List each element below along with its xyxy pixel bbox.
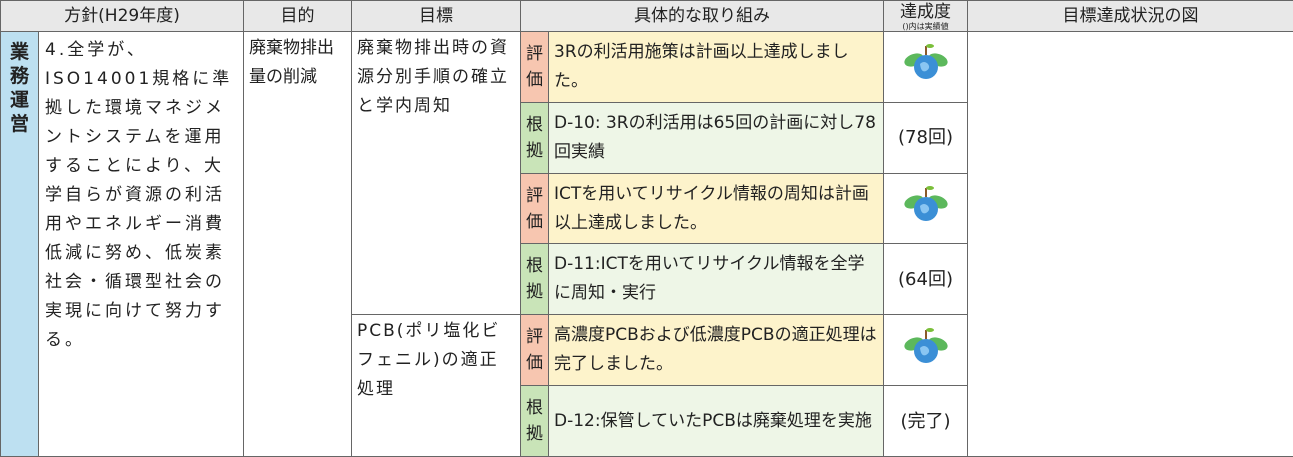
table-row: 根拠 D-12:保管していたPCBは廃棄処理を実施 (完了)	[1, 385, 1293, 457]
header-cell: 具体的な取り組み	[520, 0, 884, 32]
header-cell: 達成度 ()内は実績値	[883, 0, 968, 32]
purpose: 廃棄物排出量の削減	[243, 31, 352, 457]
achievement: (64回)	[883, 243, 968, 316]
achievement: (78回)	[883, 101, 968, 174]
goal: PCB(ポリ塩化ビフェニル)の適正処理	[351, 314, 521, 457]
tag: 評価	[520, 314, 549, 387]
table-row: 業務運営 4.全学が、ISO14001規格に準拠した環境マネジメントシステムを運用…	[0, 30, 1293, 457]
achievement	[883, 31, 968, 103]
achievement-icon	[903, 44, 948, 80]
tag: 評価	[520, 172, 549, 245]
item-text: D-11:ICTを用いてリサイクル情報を全学に周知・実行	[548, 243, 884, 316]
tag: 根拠	[520, 243, 549, 316]
table-body: 業務運営 4.全学が、ISO14001規格に準拠した環境マネジメントシステムを運用…	[0, 30, 1293, 457]
header-cell: 目標	[351, 0, 521, 32]
goal: 廃棄物排出時の資源分別手順の確立と学内周知	[351, 30, 521, 316]
table-row: 根拠 D-11:ICTを用いてリサイクル情報を全学に周知・実行 (64回)	[1, 243, 1293, 316]
achievement	[883, 172, 968, 245]
figure-cell	[967, 31, 1293, 457]
tag: 根拠	[520, 101, 549, 174]
achievement-icon	[903, 327, 948, 363]
tag: 根拠	[520, 385, 549, 457]
item-text: ICTを用いてリサイクル情報の周知は計画以上達成しました。	[548, 172, 884, 245]
header-text: 達成度	[900, 1, 951, 22]
header-row: 方針(H29年度) 目的 目標 具体的な取り組み 達成度 ()内は実績値 目標達成…	[0, 0, 1293, 32]
header-cell: 目的	[243, 0, 352, 32]
header-cell: 方針(H29年度)	[0, 0, 244, 32]
tag: 評価	[520, 31, 549, 103]
side-label: 業務運営	[0, 31, 39, 457]
header-cell: 目標達成状況の図	[967, 0, 1293, 32]
policy: 4.全学が、ISO14001規格に準拠した環境マネジメントシステムを運用すること…	[38, 31, 244, 457]
achievement	[883, 314, 968, 387]
achievement-icon	[903, 186, 948, 222]
table-row: 評価 ICTを用いてリサイクル情報の周知は計画以上達成しました。	[1, 172, 1293, 245]
item-text: D-12:保管していたPCBは廃棄処理を実施	[548, 385, 884, 457]
table-row: 根拠 D-10: 3Rの利活用は65回の計画に対し78回実績 (78回)	[1, 101, 1293, 174]
item-text: 高濃度PCBおよび低濃度PCBの適正処理は完了しました。	[548, 314, 884, 387]
header-note: ()内は実績値	[902, 21, 949, 31]
item-text: 3Rの利活用施策は計画以上達成しました。	[548, 31, 884, 103]
achievement: (完了)	[883, 385, 968, 457]
item-text: D-10: 3Rの利活用は65回の計画に対し78回実績	[548, 101, 884, 174]
